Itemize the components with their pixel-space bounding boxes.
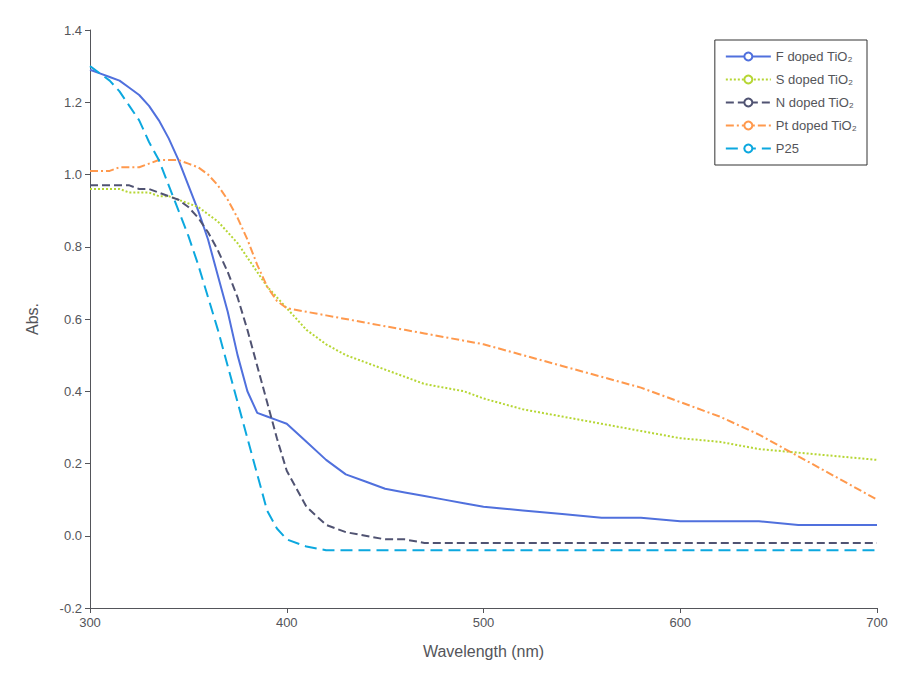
svg-text:Abs.: Abs. <box>24 303 41 335</box>
svg-text:0.4: 0.4 <box>64 384 82 399</box>
svg-text:0.0: 0.0 <box>64 528 82 543</box>
svg-text:0.2: 0.2 <box>64 456 82 471</box>
svg-text:-0.2: -0.2 <box>60 601 82 616</box>
svg-text:500: 500 <box>473 615 495 630</box>
svg-text:P25: P25 <box>776 141 799 156</box>
svg-text:N doped TiO₂: N doped TiO₂ <box>776 95 854 110</box>
svg-text:Wavelength (nm): Wavelength (nm) <box>423 643 544 660</box>
svg-text:F doped TiO₂: F doped TiO₂ <box>776 49 853 64</box>
svg-text:0.6: 0.6 <box>64 312 82 327</box>
svg-text:400: 400 <box>276 615 298 630</box>
svg-text:600: 600 <box>669 615 691 630</box>
svg-text:0.8: 0.8 <box>64 239 82 254</box>
svg-text:1.4: 1.4 <box>64 23 82 38</box>
svg-text:300: 300 <box>79 615 101 630</box>
svg-text:Pt doped TiO₂: Pt doped TiO₂ <box>776 118 857 133</box>
svg-text:1.0: 1.0 <box>64 167 82 182</box>
svg-text:1.2: 1.2 <box>64 95 82 110</box>
svg-text:S doped TiO₂: S doped TiO₂ <box>776 72 853 87</box>
svg-text:700: 700 <box>866 615 888 630</box>
